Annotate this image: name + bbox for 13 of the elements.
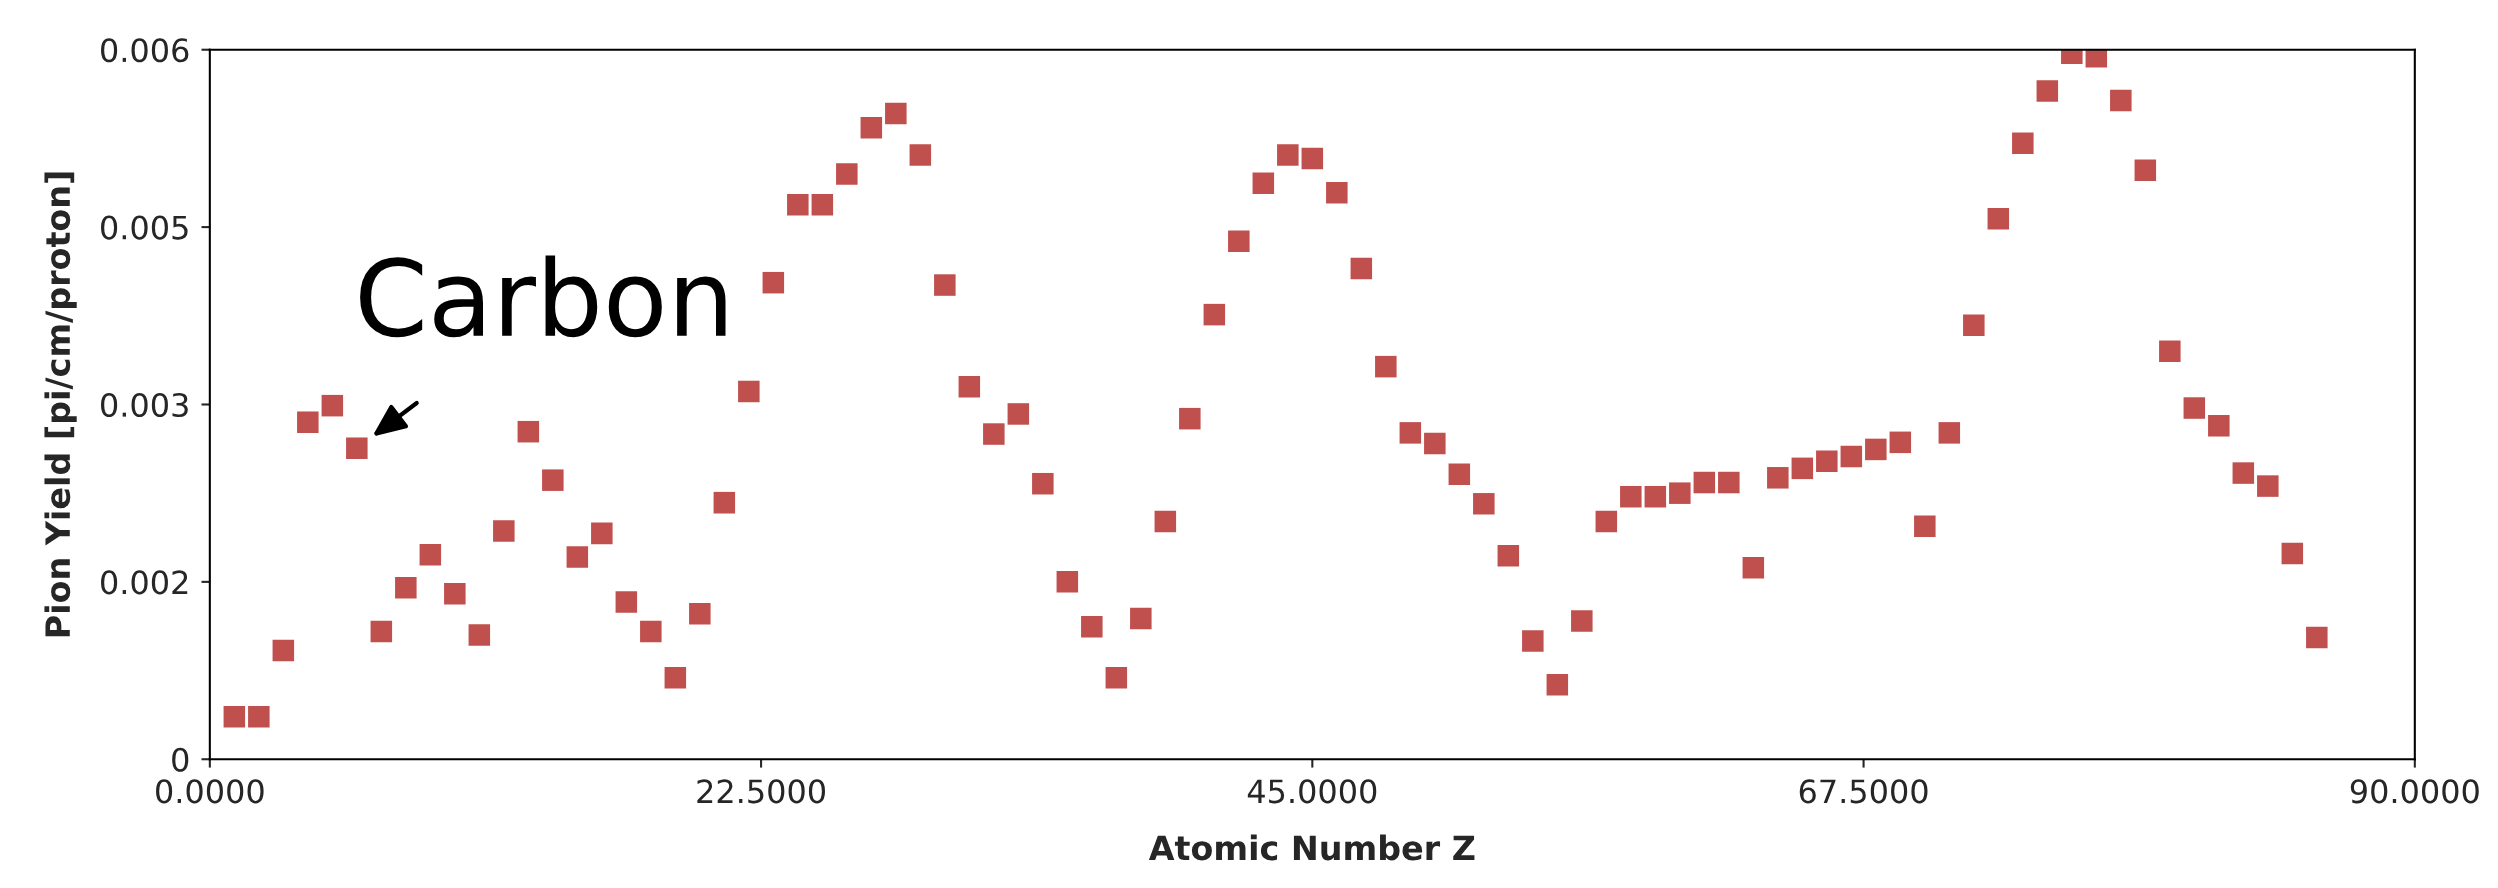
y-tick-label: 0.006 (101, 38, 189, 63)
x-tick-label: 22.5000 (697, 779, 826, 804)
x-tick-label: 67.5000 (1799, 779, 1928, 804)
x-tick-label: 0.0000 (156, 779, 264, 804)
x-tick-label: 45.0000 (1247, 779, 1377, 804)
y-tick-label: 0.003 (101, 392, 188, 418)
y-tick-label: 0.005 (101, 215, 188, 240)
annotation: Carbon (360, 255, 726, 338)
y-axis-title: Pion Yield [pi/cm/proton] (44, 172, 77, 637)
y-tick-label: 0 (172, 747, 189, 772)
x-axis-title: Atomic Number Z (1148, 834, 1475, 861)
y-tick-label: 0.002 (101, 570, 188, 595)
x-tick-label: 90.0000 (2350, 779, 2479, 804)
